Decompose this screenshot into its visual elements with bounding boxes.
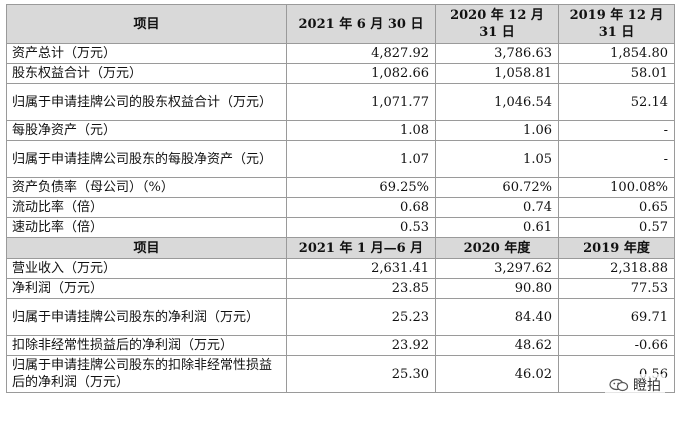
cell-value: 52.14 [558,83,675,121]
table-row: 扣除非经常性损益后的净利润（万元） 23.92 48.62 -0.66 [6,335,675,356]
cell-value: 1.05 [435,140,559,178]
table-row: 每股净资产（元） 1.08 1.06 - [6,120,675,141]
wechat-icon [609,378,629,392]
cell-value: 1,046.54 [435,83,559,121]
cell-value: 25.23 [286,298,436,336]
header-row-1: 项目 2021 年 6 月 30 日 2020 年 12 月 31 日 2019… [6,4,675,44]
cell-value: 84.40 [435,298,559,336]
watermark-text: 瞪拍 [633,378,661,394]
cell-value: 3,786.63 [435,43,559,64]
header-date-3: 2019 年 12 月 31 日 [558,4,675,44]
row-label: 股东权益合计（万元） [6,63,287,84]
cell-value: 3,297.62 [435,258,559,279]
header-period-3: 2019 年度 [558,237,675,259]
row-label: 净利润（万元） [6,278,287,299]
table-row: 归属于申请挂牌公司股东的扣除非经常性损益后的净利润（万元） 25.30 46.0… [6,355,675,393]
table-row: 流动比率（倍） 0.68 0.74 0.65 [6,197,675,218]
cell-value: 0.68 [286,197,436,218]
cell-value: 77.53 [558,278,675,299]
header-date-2: 2020 年 12 月 31 日 [435,4,559,44]
row-label: 营业收入（万元） [6,258,287,279]
cell-value: 1.06 [435,120,559,141]
cell-value: 0.65 [558,197,675,218]
row-label: 每股净资产（元） [6,120,287,141]
cell-value: 60.72% [435,177,559,198]
cell-value: 46.02 [435,355,559,393]
cell-value: 23.85 [286,278,436,299]
row-label: 归属于申请挂牌公司的股东权益合计（万元） [6,83,287,121]
row-label: 资产负债率（母公司）（%） [6,177,287,198]
cell-value: 2,631.41 [286,258,436,279]
cell-value: -0.66 [558,335,675,356]
cell-value: 1,071.77 [286,83,436,121]
cell-value: 4,827.92 [286,43,436,64]
row-label: 归属于申请挂牌公司股东的扣除非经常性损益后的净利润（万元） [6,355,287,393]
row-label: 流动比率（倍） [6,197,287,218]
cell-value: 2,318.88 [558,258,675,279]
cell-value: - [558,140,675,178]
table-row: 净利润（万元） 23.85 90.80 77.53 [6,278,675,299]
cell-value: 1,854.80 [558,43,675,64]
header-date-1: 2021 年 6 月 30 日 [286,4,436,44]
table-row: 资产总计（万元） 4,827.92 3,786.63 1,854.80 [6,43,675,64]
cell-value: - [558,120,675,141]
cell-value: 0.53 [286,217,436,238]
table-row: 速动比率（倍） 0.53 0.61 0.57 [6,217,675,238]
cell-value: 90.80 [435,278,559,299]
cell-value: 1,082.66 [286,63,436,84]
row-label: 资产总计（万元） [6,43,287,64]
cell-value: 69.25% [286,177,436,198]
header-period-1: 2021 年 1 月—6 月 [286,237,436,259]
cell-value: 1.08 [286,120,436,141]
cell-value: 25.30 [286,355,436,393]
cell-value: 0.61 [435,217,559,238]
table-row: 归属于申请挂牌公司的股东权益合计（万元） 1,071.77 1,046.54 5… [6,83,675,121]
header-item: 项目 [6,4,287,44]
cell-value: 0.57 [558,217,675,238]
cell-value: 23.92 [286,335,436,356]
row-label: 速动比率（倍） [6,217,287,238]
cell-value: 1.07 [286,140,436,178]
watermark: 瞪拍 [605,374,665,396]
cell-value: 0.74 [435,197,559,218]
header-item: 项目 [6,237,287,259]
row-label: 归属于申请挂牌公司股东的每股净资产（元） [6,140,287,178]
row-label: 归属于申请挂牌公司股东的净利润（万元） [6,298,287,336]
cell-value: 58.01 [558,63,675,84]
cell-value: 48.62 [435,335,559,356]
financial-table: 项目 2021 年 6 月 30 日 2020 年 12 月 31 日 2019… [6,4,675,393]
cell-value: 100.08% [558,177,675,198]
table-row: 资产负债率（母公司）（%） 69.25% 60.72% 100.08% [6,177,675,198]
cell-value: 1,058.81 [435,63,559,84]
cell-value: 69.71 [558,298,675,336]
table-row: 归属于申请挂牌公司股东的每股净资产（元） 1.07 1.05 - [6,140,675,178]
table-row: 归属于申请挂牌公司股东的净利润（万元） 25.23 84.40 69.71 [6,298,675,336]
header-period-2: 2020 年度 [435,237,559,259]
row-label: 扣除非经常性损益后的净利润（万元） [6,335,287,356]
table-row: 股东权益合计（万元） 1,082.66 1,058.81 58.01 [6,63,675,84]
table-row: 营业收入（万元） 2,631.41 3,297.62 2,318.88 [6,258,675,279]
header-row-2: 项目 2021 年 1 月—6 月 2020 年度 2019 年度 [6,237,675,259]
